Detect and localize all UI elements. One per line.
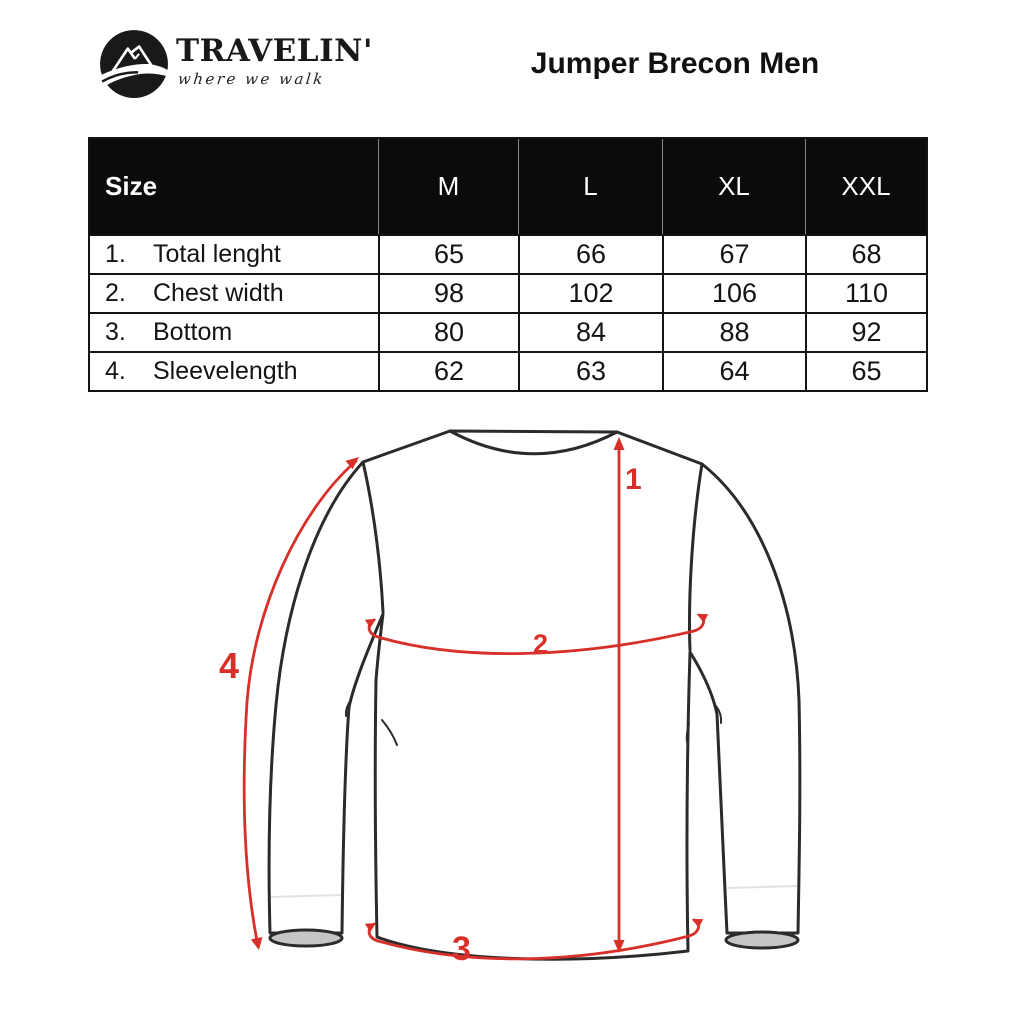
right-cuff <box>724 930 800 950</box>
table-cell: 68 <box>805 234 926 273</box>
jumper-outline <box>267 429 802 961</box>
measure-marker-3: 3 <box>452 930 471 968</box>
brand-name: TRAVELIN' <box>176 33 373 69</box>
table-header-size: Size <box>90 139 378 234</box>
table-cell: 67 <box>662 234 805 273</box>
table-cell: 106 <box>662 273 805 312</box>
table-cell: 88 <box>662 312 805 351</box>
measure-arrow-1 <box>613 437 625 953</box>
row-number: 2. <box>105 279 126 307</box>
table-cell: 65 <box>378 234 518 273</box>
row-label-text: Total lenght <box>153 240 281 268</box>
table-cell: 63 <box>518 351 662 390</box>
table-cell: 66 <box>518 234 662 273</box>
measure-arrow-3 <box>364 918 704 961</box>
brand-text-block: TRAVELIN' where we walk <box>176 26 373 88</box>
table-cell: 64 <box>662 351 805 390</box>
table-cell: 84 <box>518 312 662 351</box>
table-header-col-l: L <box>518 139 662 234</box>
table-row-label: 1. Total lenght <box>90 234 378 273</box>
row-label-text: Bottom <box>153 318 233 346</box>
measure-marker-2: 2 <box>533 629 548 659</box>
neckline <box>448 429 619 456</box>
row-number: 3. <box>105 318 126 346</box>
table-cell: 92 <box>805 312 926 351</box>
table-cell: 65 <box>805 351 926 390</box>
table-header-col-xxl: XXL <box>805 139 926 234</box>
table-header-col-m: M <box>378 139 518 234</box>
row-number: 4. <box>105 357 126 385</box>
table-cell: 98 <box>378 273 518 312</box>
left-armhole-seam <box>361 460 385 614</box>
left-cuff-crease <box>270 894 342 898</box>
measure-arrow-2 <box>364 613 709 655</box>
left-cuff <box>268 928 344 948</box>
row-label-text: Sleevelength <box>153 357 298 385</box>
right-armpit-tick <box>685 723 690 743</box>
measure-marker-4: 4 <box>219 645 239 686</box>
right-cuff-crease <box>726 885 798 889</box>
measure-marker-1: 1 <box>625 463 642 496</box>
table-row-label: 2. Chest width <box>90 273 378 312</box>
table-cell: 62 <box>378 351 518 390</box>
size-table: Size M L XL XXL 1. Total lenght 65 66 67… <box>88 137 928 392</box>
table-row-label: 4. Sleevelength <box>90 351 378 390</box>
measure-arrow-4 <box>242 457 359 950</box>
left-armpit-tick <box>381 719 398 746</box>
page-title: Jumper Brecon Men <box>530 47 820 80</box>
table-header-col-xl: XL <box>662 139 805 234</box>
row-number: 1. <box>105 240 126 268</box>
left-sleeve-notch <box>344 699 352 717</box>
table-cell: 102 <box>518 273 662 312</box>
brand-logo: TRAVELIN' where we walk <box>98 26 373 100</box>
row-label-text: Chest width <box>153 279 284 307</box>
table-cell: 110 <box>805 273 926 312</box>
table-row-label: 3. Bottom <box>90 312 378 351</box>
mountain-circle-logo-icon <box>100 30 168 98</box>
table-cell: 80 <box>378 312 518 351</box>
right-sleeve-notch <box>715 705 723 724</box>
